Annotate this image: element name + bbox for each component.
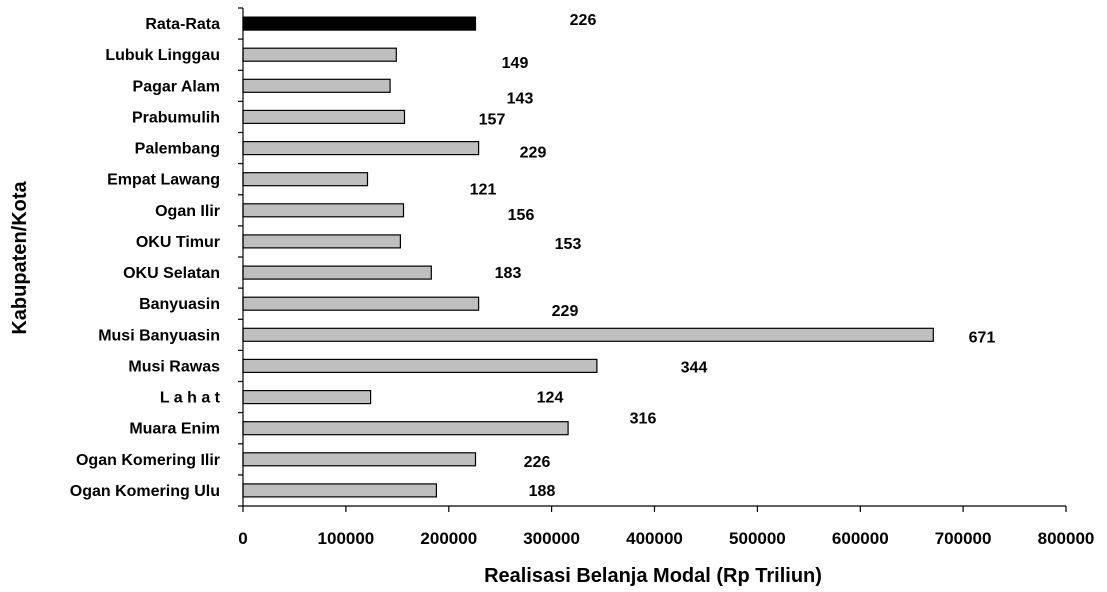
- y-axis-ticks: [238, 7, 243, 507]
- value-label-11: 344: [681, 359, 708, 376]
- bar-2: [242, 78, 391, 93]
- category-label-9: Banyuasin: [139, 296, 220, 313]
- x-axis-ticks: [242, 506, 1067, 512]
- x-axis-title: Realisasi Belanja Modal (Rp Triliun): [484, 565, 822, 587]
- category-label-15: Ogan Komering Ulu: [70, 483, 220, 500]
- category-label-6: Ogan Ilir: [155, 203, 220, 220]
- category-label-5: Empat Lawang: [107, 172, 220, 189]
- category-labels: Rata-Rata Lubuk Linggau Pagar Alam Prabumul…: [70, 16, 221, 500]
- bar-8: [242, 265, 432, 280]
- bar-5: [242, 172, 369, 187]
- bar-3: [242, 109, 406, 125]
- value-label-6: 156: [508, 207, 535, 224]
- bar-4: [242, 141, 480, 156]
- bar-0: [242, 16, 477, 31]
- value-label-5: 121: [470, 182, 497, 199]
- category-label-2: Pagar Alam: [133, 78, 220, 95]
- value-label-13: 316: [630, 411, 657, 428]
- x-tick-label-4: 400000: [626, 529, 683, 548]
- value-label-10: 671: [969, 329, 996, 346]
- x-tick-labels: 0 100000 200000 300000 400000 500000 600000 700…: [238, 529, 1094, 548]
- category-label-12: L a h a t: [160, 390, 221, 407]
- x-tick-label-6: 600000: [832, 529, 889, 548]
- category-label-3: Prabumulih: [132, 109, 220, 126]
- bar-7: [242, 234, 401, 249]
- category-label-1: Lubuk Linggau: [105, 47, 220, 64]
- x-tick-label-8: 800000: [1038, 529, 1095, 548]
- category-label-10: Musi Banyuasin: [98, 327, 220, 344]
- bar-1: [242, 47, 397, 62]
- category-label-4: Palembang: [135, 141, 220, 158]
- bar-9: [242, 296, 480, 311]
- value-label-15: 188: [529, 483, 556, 500]
- value-label-3: 157: [479, 111, 506, 128]
- category-label-14: Ogan Komering Ilir: [76, 452, 220, 469]
- value-label-14: 226: [524, 454, 551, 471]
- x-tick-label-3: 300000: [523, 529, 580, 548]
- x-tick-label-7: 700000: [935, 529, 992, 548]
- y-axis-title: Kabupaten/Kota: [9, 180, 31, 334]
- category-label-13: Muara Enim: [129, 421, 220, 438]
- bar-6: [242, 203, 405, 218]
- x-tick-label-1: 100000: [318, 529, 375, 548]
- value-label-0: 226: [570, 12, 597, 29]
- value-label-1: 149: [502, 55, 529, 72]
- value-label-4: 229: [520, 145, 547, 162]
- category-label-8: OKU Selatan: [123, 265, 220, 282]
- bar-14: [242, 452, 477, 467]
- bar-11: [242, 358, 598, 373]
- x-tick-label-2: 200000: [420, 529, 477, 548]
- category-label-0: Rata-Rata: [145, 16, 220, 33]
- value-label-9: 229: [552, 303, 579, 320]
- value-label-7: 153: [555, 236, 582, 253]
- value-label-2: 143: [507, 90, 534, 107]
- value-label-8: 183: [495, 265, 522, 282]
- category-label-7: OKU Timur: [136, 234, 220, 251]
- x-tick-label-5: 500000: [729, 529, 786, 548]
- bar-13: [242, 421, 569, 436]
- bar-12: [242, 390, 372, 405]
- bars-group: [242, 16, 934, 498]
- value-label-12: 124: [537, 390, 564, 407]
- bar-10: [242, 327, 934, 342]
- category-label-11: Musi Rawas: [128, 358, 220, 375]
- x-tick-label-0: 0: [238, 529, 247, 548]
- bar-15: [242, 483, 437, 498]
